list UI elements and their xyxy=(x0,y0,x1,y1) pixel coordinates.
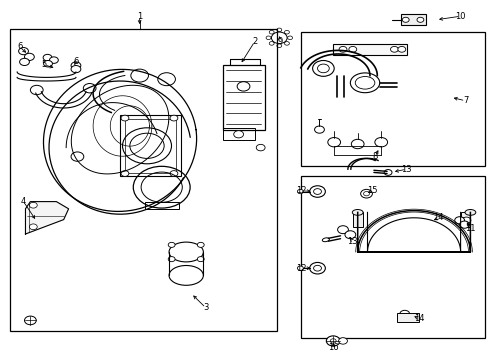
Circle shape xyxy=(328,138,341,147)
Bar xyxy=(10,29,277,331)
Circle shape xyxy=(197,257,204,262)
Circle shape xyxy=(168,242,175,247)
Circle shape xyxy=(19,48,28,55)
Circle shape xyxy=(24,53,34,60)
Text: 6: 6 xyxy=(74,57,78,66)
Circle shape xyxy=(400,310,410,318)
Circle shape xyxy=(49,57,58,63)
Bar xyxy=(401,14,426,25)
Text: 13: 13 xyxy=(347,237,358,246)
Circle shape xyxy=(339,46,347,52)
Circle shape xyxy=(338,226,348,234)
Circle shape xyxy=(297,266,303,270)
Circle shape xyxy=(417,17,424,22)
Circle shape xyxy=(170,171,178,176)
Circle shape xyxy=(168,257,175,262)
Circle shape xyxy=(234,131,244,138)
Circle shape xyxy=(29,202,37,208)
Circle shape xyxy=(351,139,364,149)
Text: 11: 11 xyxy=(465,224,476,233)
Bar xyxy=(223,128,255,140)
Bar xyxy=(461,212,470,227)
Text: 3: 3 xyxy=(203,303,208,312)
Circle shape xyxy=(384,170,392,175)
Circle shape xyxy=(462,217,471,224)
Circle shape xyxy=(349,46,357,52)
Text: 7: 7 xyxy=(463,96,468,105)
Circle shape xyxy=(29,224,37,230)
Text: 12: 12 xyxy=(296,186,307,195)
Circle shape xyxy=(121,171,129,176)
Text: 4: 4 xyxy=(21,197,26,206)
Text: 2: 2 xyxy=(252,37,257,46)
Circle shape xyxy=(297,189,303,194)
Text: 1: 1 xyxy=(137,12,142,21)
Text: 10: 10 xyxy=(455,12,466,21)
Circle shape xyxy=(456,217,465,224)
Circle shape xyxy=(361,189,372,198)
Circle shape xyxy=(398,46,406,52)
Circle shape xyxy=(310,262,325,274)
Circle shape xyxy=(170,115,178,121)
Text: 15: 15 xyxy=(367,186,378,195)
Text: 14: 14 xyxy=(433,213,444,222)
Circle shape xyxy=(197,242,204,247)
Text: 9: 9 xyxy=(278,37,283,46)
Circle shape xyxy=(339,338,347,344)
Circle shape xyxy=(121,115,129,121)
Text: 5: 5 xyxy=(42,60,47,69)
Circle shape xyxy=(460,221,469,228)
Circle shape xyxy=(20,58,29,66)
Circle shape xyxy=(43,54,52,61)
Polygon shape xyxy=(25,202,69,234)
Circle shape xyxy=(44,60,52,67)
Circle shape xyxy=(256,144,265,151)
Text: 16: 16 xyxy=(328,343,339,352)
Circle shape xyxy=(455,217,465,224)
Text: 14: 14 xyxy=(414,314,424,323)
Circle shape xyxy=(237,82,250,91)
Circle shape xyxy=(402,17,409,22)
Text: 13: 13 xyxy=(401,165,412,174)
Text: 8: 8 xyxy=(372,152,377,161)
Text: 12: 12 xyxy=(296,264,307,273)
Circle shape xyxy=(310,186,325,197)
Bar xyxy=(333,44,407,55)
Circle shape xyxy=(326,336,340,346)
Bar xyxy=(301,32,485,166)
Text: 6: 6 xyxy=(17,42,22,51)
Circle shape xyxy=(71,62,81,69)
Bar xyxy=(125,119,176,173)
Ellipse shape xyxy=(465,210,476,215)
Ellipse shape xyxy=(352,210,363,215)
Bar xyxy=(353,212,363,227)
Circle shape xyxy=(406,315,416,322)
Circle shape xyxy=(345,231,356,239)
Circle shape xyxy=(71,66,81,73)
Bar xyxy=(301,176,485,338)
Circle shape xyxy=(375,138,388,147)
Bar xyxy=(397,313,419,322)
Bar xyxy=(120,115,181,176)
Circle shape xyxy=(391,46,398,52)
Circle shape xyxy=(24,316,36,325)
Bar xyxy=(223,65,265,130)
Bar xyxy=(145,202,179,209)
